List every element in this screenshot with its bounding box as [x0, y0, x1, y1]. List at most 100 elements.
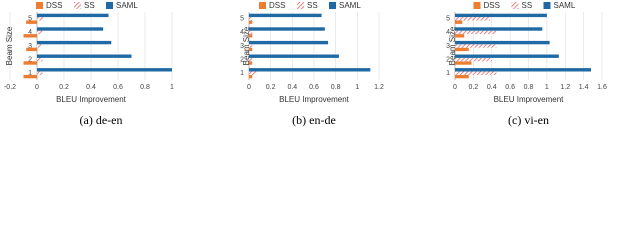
caption: (b) en-de [292, 113, 336, 127]
y-axis-title: Beam Size [448, 26, 457, 65]
bar [37, 40, 112, 45]
bar [455, 47, 469, 52]
legend-swatch [36, 2, 43, 9]
x-tick-label: -0.2 [4, 84, 16, 91]
x-tick-label: 0.6 [309, 84, 319, 91]
x-tick-label: 1 [355, 84, 359, 91]
y-tick-label: 5 [240, 16, 244, 23]
legend-swatch [511, 2, 519, 9]
bar [249, 30, 253, 35]
y-tick-label: 2 [240, 56, 244, 63]
x-tick-label: 0 [35, 84, 39, 91]
legend-label: SS [307, 1, 318, 10]
bar [249, 61, 253, 65]
y-tick-label: 5 [28, 16, 32, 23]
x-tick-label: 1 [170, 84, 174, 91]
legend-label: DSS [484, 1, 500, 10]
x-axis-title: BLEU Improvement [56, 95, 127, 104]
legend-swatch [74, 2, 81, 9]
legend-swatch [259, 2, 266, 9]
legend-label: SAML [116, 1, 138, 10]
legend-label: DSS [269, 1, 285, 10]
bar [249, 27, 325, 31]
bar [455, 44, 497, 48]
bar [37, 44, 42, 48]
bar [37, 57, 43, 62]
y-tick-label: 4 [240, 29, 244, 36]
x-tick-label: 0.2 [59, 84, 69, 91]
legend-label: SS [84, 1, 95, 10]
x-tick-label: 1 [545, 84, 549, 91]
bar [37, 27, 104, 31]
x-tick-label: 1.4 [579, 84, 589, 91]
bar [455, 27, 543, 31]
bar [37, 71, 43, 75]
legend-label: SAML [554, 1, 576, 10]
y-tick-label: 3 [28, 43, 32, 50]
x-tick-label: 1.6 [597, 84, 607, 91]
legend-swatch [473, 2, 481, 9]
legend-label: SS [522, 1, 533, 10]
bar [249, 74, 253, 79]
x-tick-label: 0 [453, 84, 457, 91]
x-tick-label: 0.6 [505, 84, 515, 91]
x-tick-label: 1.2 [374, 84, 384, 91]
x-axis-title: BLEU Improvement [494, 95, 565, 104]
bar [23, 61, 37, 65]
figure: -0.2 0 0.2 0.4 0.6 0.8 1 1 2 3 4 5 BLEU Improvement B… [4, 1, 607, 127]
legend-label: SAML [339, 1, 361, 10]
bar [249, 17, 253, 21]
x-axis-title: BLEU Improvement [279, 95, 350, 104]
x-tick-label: 0.4 [86, 84, 96, 91]
bar [249, 40, 329, 45]
x-tick-label: 1.2 [560, 84, 570, 91]
legend-swatch [106, 2, 113, 9]
x-tick-label: 0.2 [469, 84, 479, 91]
legend-label: DSS [46, 1, 62, 10]
bar [23, 74, 37, 79]
bar [249, 34, 253, 38]
bar [455, 34, 465, 38]
bar [249, 54, 339, 58]
bar [249, 71, 257, 75]
bar [455, 13, 547, 18]
x-tick-label: 0.2 [266, 84, 276, 91]
bar [37, 17, 44, 21]
bar [455, 54, 559, 58]
x-tick-label: 0.4 [287, 84, 297, 91]
bar [455, 68, 591, 72]
bar [37, 54, 132, 58]
bar [37, 30, 43, 35]
caption: (a) de-en [80, 113, 123, 127]
legend-swatch [543, 2, 551, 9]
bar [455, 74, 469, 79]
bar [249, 47, 253, 52]
y-tick-label: 3 [240, 43, 244, 50]
x-tick-label: 0.8 [140, 84, 150, 91]
y-tick-label: 2 [28, 56, 32, 63]
y-tick-label: 1 [240, 70, 244, 77]
y-axis-title: Beam Size [5, 26, 14, 65]
bar [249, 44, 253, 48]
bar [455, 17, 490, 21]
bar [455, 40, 550, 45]
y-tick-label: 1 [28, 70, 32, 77]
bar [455, 57, 492, 62]
bar [37, 13, 109, 18]
bar [455, 71, 497, 75]
bar [26, 47, 37, 52]
y-tick-label: 3 [446, 43, 450, 50]
bar [455, 20, 463, 24]
y-tick-label: 5 [446, 16, 450, 23]
y-tick-label: 1 [446, 70, 450, 77]
y-tick-label: 2 [446, 56, 450, 63]
bar [249, 20, 253, 24]
caption: (c) vi-en [508, 113, 549, 127]
x-tick-label: 0.8 [524, 84, 534, 91]
x-tick-label: 0.8 [331, 84, 341, 91]
bar [249, 13, 322, 18]
y-axis-title: Beam Size [242, 26, 251, 65]
bar [249, 68, 371, 72]
bar [455, 30, 497, 35]
y-tick-label: 4 [28, 29, 32, 36]
